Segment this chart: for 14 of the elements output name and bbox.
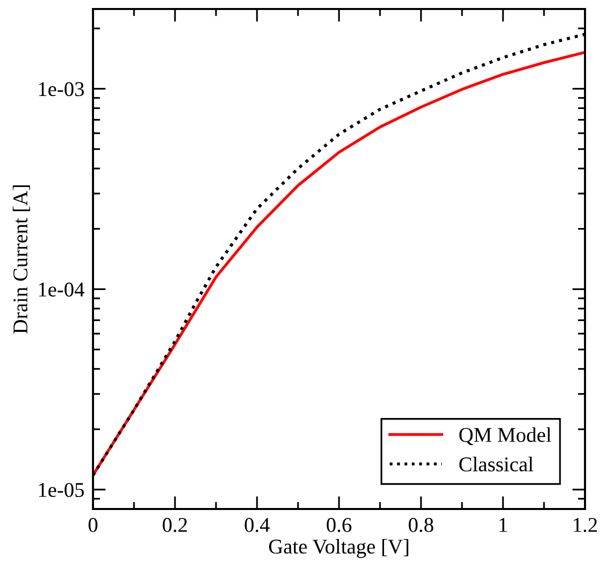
legend-label: Classical (459, 456, 534, 472)
legend-label: QM Model (459, 427, 552, 446)
x-tick-label: 0 (88, 518, 98, 532)
y-axis-title: Drain Current [A] (12, 185, 30, 334)
x-tick-label: 1.2 (574, 518, 597, 532)
y-tick-label: 1e-05 (39, 482, 84, 498)
y-tick-label: 1e-04 (39, 282, 84, 297)
x-tick-label: 1 (500, 518, 507, 532)
x-tick-label: 0.4 (244, 518, 270, 532)
x-tick-label: 0.2 (162, 518, 187, 532)
x-axis-title: Gate Voltage [V] (269, 539, 408, 558)
x-tick-label: 0.8 (408, 518, 434, 532)
y-tick-label: 1e-03 (39, 82, 84, 96)
x-tick-label: 0.6 (326, 518, 352, 532)
